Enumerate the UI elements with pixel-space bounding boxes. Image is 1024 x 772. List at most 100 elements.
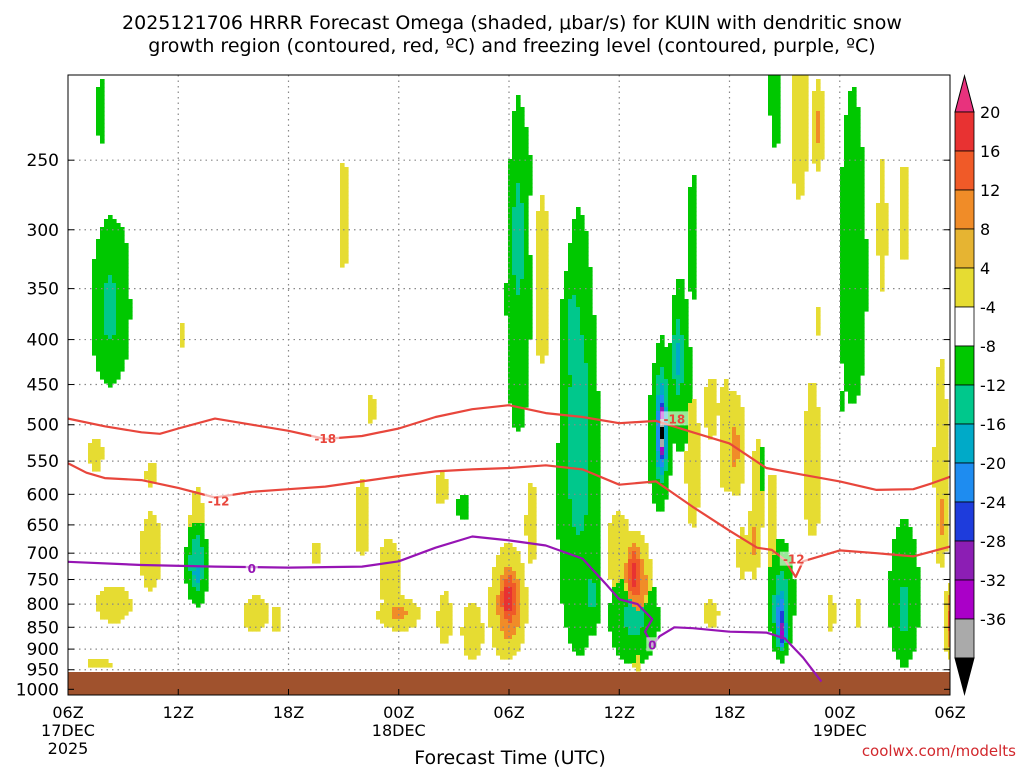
omega-cell — [104, 587, 109, 592]
omega-cell — [392, 607, 397, 612]
omega-cell — [772, 135, 777, 140]
omega-cell — [512, 235, 517, 240]
omega-cell — [776, 87, 781, 92]
omega-cell — [628, 535, 633, 540]
omega-cell — [96, 251, 101, 256]
omega-cell — [900, 167, 905, 172]
omega-cell — [144, 575, 149, 580]
omega-cell — [848, 175, 853, 180]
omega-cell — [512, 271, 517, 276]
omega-cell — [184, 575, 189, 580]
omega-cell — [592, 443, 597, 448]
omega-cell — [108, 363, 113, 368]
omega-cell — [796, 167, 801, 172]
omega-cell — [584, 431, 589, 436]
omega-cell — [572, 311, 577, 316]
omega-cell — [860, 279, 865, 284]
omega-cell — [384, 543, 389, 548]
omega-cell — [904, 547, 909, 552]
omega-cell — [520, 115, 525, 120]
omega-cell — [768, 99, 773, 104]
omega-cell — [572, 543, 577, 548]
omega-cell — [672, 379, 677, 384]
omega-cell — [608, 539, 613, 544]
omega-cell — [808, 463, 813, 468]
omega-cell — [576, 359, 581, 364]
omega-cell — [896, 527, 901, 532]
omega-cell — [680, 311, 685, 316]
omega-cell — [668, 351, 673, 356]
omega-cell — [536, 255, 541, 260]
omega-cell — [392, 555, 397, 560]
omega-cell — [380, 559, 385, 564]
omega-cell — [108, 287, 113, 292]
omega-cell — [540, 243, 545, 248]
omega-cell — [680, 391, 685, 396]
omega-cell — [900, 535, 905, 540]
omega-cell — [616, 603, 621, 608]
omega-cell — [508, 243, 513, 248]
omega-cell — [936, 559, 941, 564]
omega-cell — [848, 259, 853, 264]
omega-cell — [200, 571, 205, 576]
omega-cell — [588, 539, 593, 544]
omega-cell — [408, 599, 413, 604]
omega-cell — [864, 247, 869, 252]
omega-cell — [800, 147, 805, 152]
omega-cell — [564, 579, 569, 584]
omega-cell — [580, 395, 585, 400]
omega-cell — [112, 239, 117, 244]
omega-cell — [584, 483, 589, 488]
omega-cell — [568, 439, 573, 444]
omega-cell — [120, 607, 125, 612]
omega-cell — [116, 307, 121, 312]
omega-cell — [784, 567, 789, 572]
omega-cell — [840, 251, 845, 256]
omega-cell — [580, 555, 585, 560]
omega-cell — [648, 431, 653, 436]
omega-cell — [844, 175, 849, 180]
omega-cell — [516, 203, 521, 208]
omega-cell — [572, 223, 577, 228]
omega-cell — [688, 411, 693, 416]
omega-cell — [740, 551, 745, 556]
omega-cell — [728, 455, 733, 460]
omega-cell — [572, 271, 577, 276]
omega-cell — [668, 471, 673, 476]
omega-cell — [524, 131, 529, 136]
omega-cell — [576, 271, 581, 276]
omega-cell — [860, 191, 865, 196]
omega-cell — [672, 327, 677, 332]
omega-cell — [776, 555, 781, 560]
omega-cell — [116, 363, 121, 368]
omega-cell — [704, 603, 709, 608]
omega-cell — [652, 471, 657, 476]
omega-cell — [580, 399, 585, 404]
omega-cell — [360, 543, 365, 548]
omega-cell — [820, 107, 825, 112]
omega-cell — [488, 587, 493, 592]
omega-cell — [584, 499, 589, 504]
omega-cell — [584, 583, 589, 588]
omega-cell — [936, 391, 941, 396]
omega-cell — [568, 527, 573, 532]
omega-cell — [524, 171, 529, 176]
omega-cell — [880, 235, 885, 240]
omega-cell — [384, 587, 389, 592]
omega-cell — [104, 239, 109, 244]
omega-cell — [112, 231, 117, 236]
omega-cell — [848, 171, 853, 176]
omega-cell — [340, 195, 345, 200]
omega-cell — [92, 439, 97, 444]
omega-cell — [688, 475, 693, 480]
omega-cell — [588, 427, 593, 432]
omega-cell — [724, 463, 729, 468]
omega-cell — [880, 255, 885, 260]
omega-cell — [520, 215, 525, 220]
omega-cell — [688, 371, 693, 376]
omega-cell — [880, 267, 885, 272]
omega-cell — [808, 411, 813, 416]
omega-cell — [104, 595, 109, 600]
omega-cell — [520, 307, 525, 312]
omega-cell — [200, 547, 205, 552]
